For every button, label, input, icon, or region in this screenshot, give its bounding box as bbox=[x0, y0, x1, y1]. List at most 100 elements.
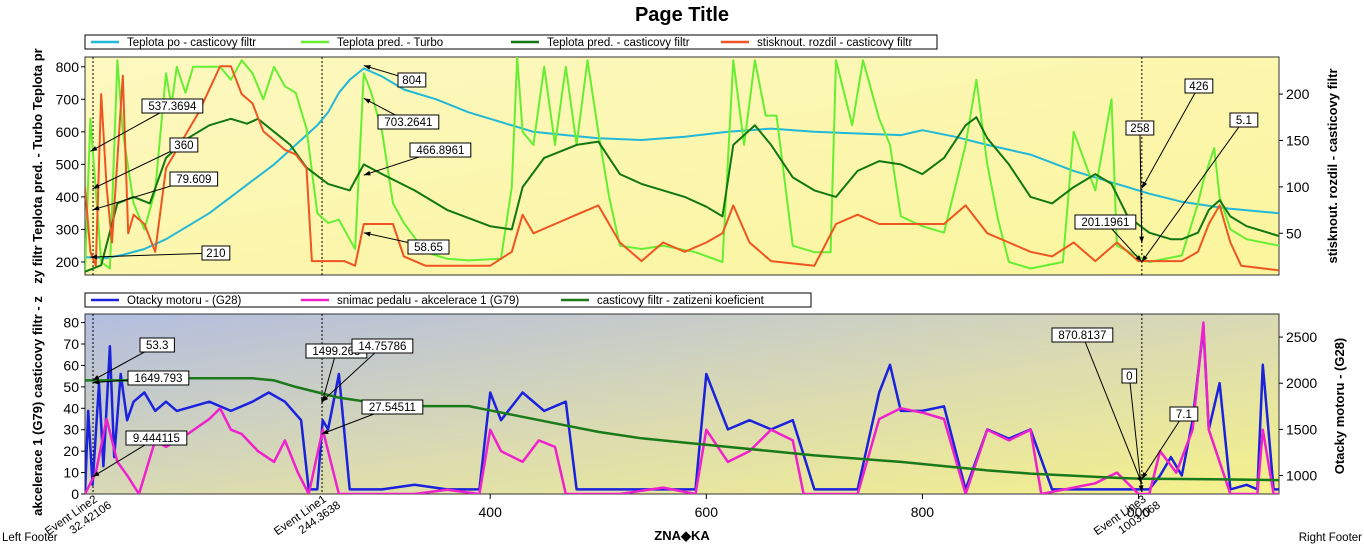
annotation-label: 9.444115 bbox=[133, 433, 180, 445]
annotation-arrowhead bbox=[92, 183, 100, 189]
left-tick-label: 20 bbox=[63, 443, 79, 459]
annotation-arrow bbox=[90, 252, 216, 258]
annotation-label: 79.609 bbox=[176, 174, 211, 186]
bottom-right-axis-label: Otacky motoru - (G28) bbox=[1332, 338, 1347, 475]
annotation-arrow bbox=[1128, 375, 1143, 493]
annotation-arrowhead bbox=[92, 375, 100, 381]
left-tick-label: 50 bbox=[63, 379, 79, 395]
x-tick-label: 800 bbox=[911, 504, 935, 520]
annotation-box bbox=[169, 137, 199, 153]
left-tick-label: 80 bbox=[63, 315, 79, 331]
legend-box bbox=[84, 292, 812, 308]
bottom-legend: Otacky motoru - (G28) snimac pedalu - akc… bbox=[84, 292, 812, 308]
left-tick-label: 60 bbox=[63, 357, 79, 373]
annotation-arrow bbox=[92, 144, 185, 190]
left-tick-label: 500 bbox=[56, 156, 80, 172]
annotation-arrow bbox=[1139, 127, 1143, 244]
annotation-label: 466.8961 bbox=[416, 145, 464, 157]
right-tick-label: 150 bbox=[1286, 132, 1310, 148]
annotation-arrowhead bbox=[92, 471, 100, 477]
annotation-box bbox=[169, 171, 219, 187]
annotation-box bbox=[361, 399, 424, 415]
top-plot-area bbox=[84, 56, 1280, 276]
annotation-box bbox=[125, 430, 188, 446]
right-tick-label: 2500 bbox=[1286, 329, 1317, 345]
bottom-right-axis-ticks: 1000 1500 2000 2500 bbox=[1279, 329, 1317, 484]
annotation-arrowhead bbox=[92, 205, 100, 211]
right-tick-label: 2000 bbox=[1286, 375, 1317, 391]
top-panel: 200 300 400 500 600 700 800 50 100 150 200 Teplot… bbox=[30, 34, 1340, 284]
annotation-box bbox=[127, 370, 190, 386]
annotation-arrowhead bbox=[90, 254, 98, 260]
annotation-label: 703.2641 bbox=[384, 117, 432, 129]
annotation-arrowhead bbox=[1141, 181, 1148, 189]
annotation-box bbox=[139, 337, 175, 353]
annotation-box bbox=[1184, 78, 1214, 94]
left-footer: Left Footer bbox=[2, 532, 58, 544]
chart-title: Page Title bbox=[635, 4, 729, 26]
annotation-arrowhead bbox=[1139, 236, 1145, 244]
annotation-box bbox=[1229, 112, 1259, 128]
annotation-arrowhead bbox=[90, 146, 98, 152]
annotation-arrow bbox=[321, 350, 337, 405]
left-tick-label: 30 bbox=[63, 422, 79, 438]
annotation-arrow bbox=[90, 105, 173, 152]
right-footer: Right Footer bbox=[1299, 532, 1362, 544]
left-tick-label: 700 bbox=[56, 91, 80, 107]
legend-entry: Otacky motoru - (G28) bbox=[127, 295, 242, 307]
left-tick-label: 200 bbox=[56, 254, 80, 270]
top-legend: Teplota po - casticovy filtr Teplota pred… bbox=[84, 34, 938, 50]
annotation-arrowhead bbox=[363, 170, 371, 176]
top-right-axis-label: stisknout. rozdil - casticovy filtr bbox=[1325, 68, 1340, 263]
annotation-box bbox=[141, 98, 204, 114]
top-series-group bbox=[85, 57, 1279, 273]
annotation-arrowhead bbox=[321, 395, 329, 402]
annotation-label: 258 bbox=[1130, 123, 1149, 135]
left-tick-label: 300 bbox=[56, 221, 80, 237]
top-annotations: 537.3694 360 79.609 210 804 703.2641 466.8961 5… bbox=[90, 64, 1259, 263]
legend-entry: casticovy filtr - zatizeni koeficient bbox=[597, 295, 765, 307]
bottom-series-group bbox=[85, 321, 1279, 494]
left-tick-label: 40 bbox=[63, 400, 79, 416]
x-tick-label: 400 bbox=[479, 504, 503, 520]
left-tick-label: 10 bbox=[63, 465, 79, 481]
annotation-label: 1499.268 bbox=[312, 346, 360, 358]
annotation-arrowhead bbox=[321, 429, 329, 434]
annotation-box bbox=[407, 239, 450, 255]
annotation-arrowhead bbox=[1141, 255, 1148, 262]
left-tick-label: 800 bbox=[56, 59, 80, 75]
series-line bbox=[85, 326, 1279, 494]
annotation-box bbox=[351, 338, 414, 354]
annotation-arrowhead bbox=[363, 98, 371, 104]
annotation-label: 0 bbox=[1126, 371, 1132, 383]
annotation-box bbox=[397, 72, 427, 88]
annotation-box bbox=[1051, 327, 1114, 343]
left-tick-label: 400 bbox=[56, 189, 80, 205]
top-left-axis-label: zy filtr Teplota pred. - Turbo Teplota p… bbox=[30, 48, 45, 283]
annotation-arrow bbox=[1141, 119, 1245, 263]
annotation-label: 360 bbox=[174, 140, 193, 152]
series-line bbox=[85, 67, 1279, 260]
annotation-label: 58.65 bbox=[414, 242, 443, 254]
series-line bbox=[85, 116, 1279, 273]
left-tick-label: 0 bbox=[71, 486, 79, 502]
annotation-box bbox=[1121, 368, 1138, 384]
bottom-x-axis-ticks: 400 600 800 000 bbox=[479, 494, 1150, 520]
annotation-box bbox=[1074, 214, 1137, 230]
bottom-left-axis-label: akcelerace 1 (G79) casticovy filtr - z bbox=[30, 296, 45, 516]
right-tick-label: 100 bbox=[1286, 179, 1310, 195]
annotation-box bbox=[409, 142, 472, 158]
annotation-label: 210 bbox=[206, 248, 225, 260]
x-axis-label: ZNA◆KA bbox=[654, 528, 710, 543]
annotation-label: 201.1961 bbox=[1081, 217, 1129, 229]
annotation-label: 7.1 bbox=[1176, 409, 1192, 421]
annotation-arrowhead bbox=[92, 379, 100, 385]
annotation-arrowhead bbox=[1141, 472, 1148, 479]
right-tick-label: 200 bbox=[1286, 86, 1310, 102]
top-right-axis-ticks: 50 100 150 200 bbox=[1279, 86, 1310, 241]
series-line bbox=[85, 65, 1279, 272]
